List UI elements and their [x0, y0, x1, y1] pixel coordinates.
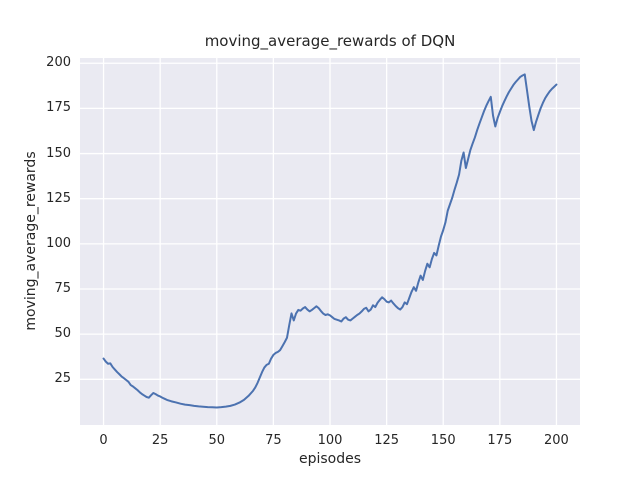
x-axis-label: episodes: [298, 451, 362, 467]
y-tick-label: 150: [46, 145, 71, 161]
y-tick-label: 125: [46, 190, 71, 206]
y-tick-label: 75: [54, 281, 71, 296]
line-chart-canvas: [80, 58, 580, 425]
x-tick-label: 75: [265, 433, 282, 448]
x-tick-label: 100: [317, 433, 343, 448]
x-tick-label: 150: [430, 433, 456, 448]
x-tick-label: 125: [374, 433, 400, 448]
y-tick-label: 175: [46, 100, 71, 116]
y-tick-label: 25: [54, 371, 71, 387]
x-tick-label: 50: [208, 433, 226, 448]
x-tick-label: 0: [99, 433, 108, 448]
y-tick-label: 50: [54, 326, 71, 342]
reward-line: [102, 73, 558, 409]
x-tick-label: 200: [544, 433, 569, 448]
x-tick-label: 175: [487, 433, 513, 448]
y-tick-label: 100: [46, 235, 71, 251]
plot-area: [80, 58, 580, 425]
y-tick-label: 200: [46, 55, 71, 71]
chart-title: moving_average_rewards of DQN: [204, 32, 456, 50]
x-tick-label: 25: [151, 433, 169, 448]
